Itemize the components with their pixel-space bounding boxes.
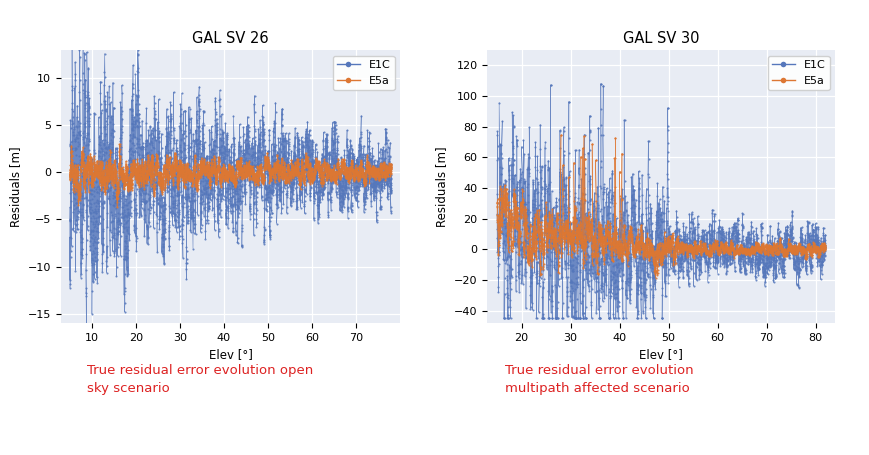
Y-axis label: Residuals [m]: Residuals [m]: [434, 146, 448, 227]
Legend: E1C, E5a: E1C, E5a: [767, 56, 829, 90]
Text: True residual error evolution open
sky scenario: True residual error evolution open sky s…: [87, 364, 313, 395]
Title: GAL SV 26: GAL SV 26: [192, 31, 269, 46]
Title: GAL SV 30: GAL SV 30: [622, 31, 699, 46]
Legend: E1C, E5a: E1C, E5a: [333, 56, 395, 90]
Y-axis label: Residuals [m]: Residuals [m]: [10, 146, 23, 227]
X-axis label: Elev [°]: Elev [°]: [209, 349, 252, 361]
Text: True residual error evolution
multipath affected scenario: True residual error evolution multipath …: [504, 364, 693, 395]
X-axis label: Elev [°]: Elev [°]: [639, 349, 682, 361]
